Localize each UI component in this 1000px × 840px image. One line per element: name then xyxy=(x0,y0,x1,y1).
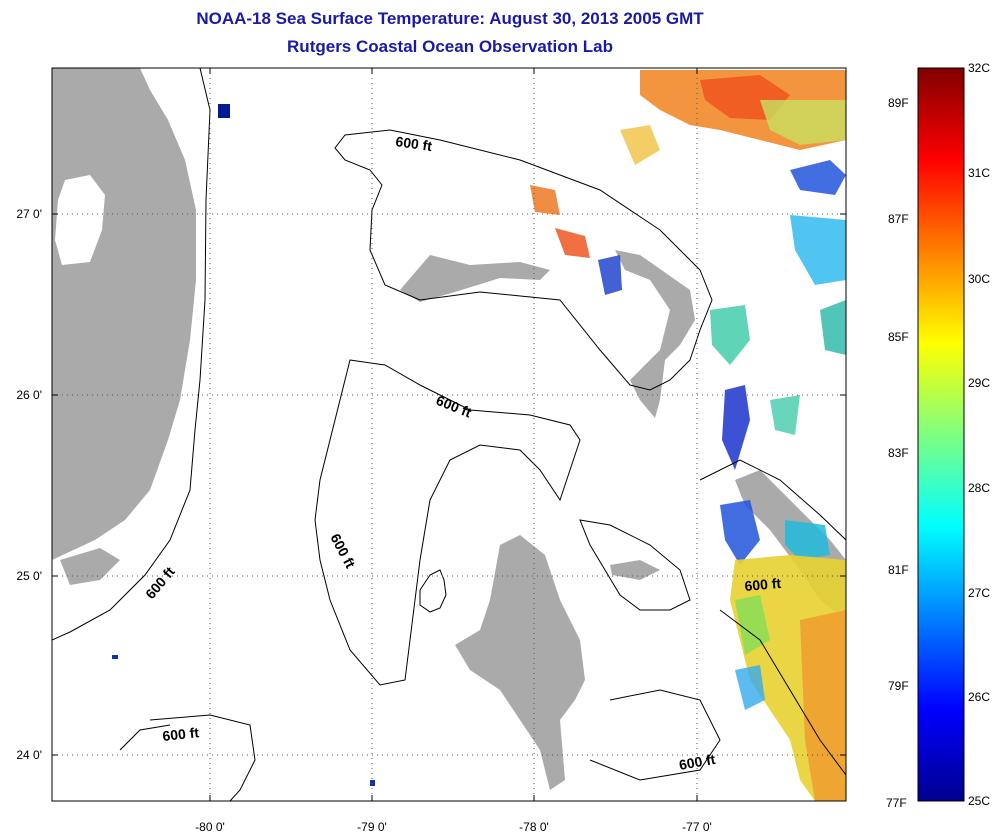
colorbar-c-label: 30C xyxy=(968,272,991,286)
colorbar-c-label: 26C xyxy=(968,690,991,704)
axis-ticks xyxy=(52,68,846,801)
map-frame xyxy=(51,67,847,802)
lake-okeechobee xyxy=(55,175,105,265)
colorbar xyxy=(917,67,965,802)
lat-label: 24 0' xyxy=(16,748,42,762)
colorbar-c-label: 32C xyxy=(968,61,991,75)
contour-label: 600 ft xyxy=(327,531,358,571)
colorbar-f-label: 79F xyxy=(888,679,909,693)
colorbar-c-label: 31C xyxy=(968,166,991,180)
lat-label: 25 0' xyxy=(16,569,42,583)
contour-label: 600 ft xyxy=(395,133,434,154)
contour-label: 600 ft xyxy=(678,751,717,773)
colorbar-f-label: 83F xyxy=(888,446,909,460)
lat-label: 27 0' xyxy=(16,207,42,221)
contour-label: 600 ft xyxy=(744,575,782,594)
lon-label: -77 0' xyxy=(682,820,712,834)
colorbar-f-label: 85F xyxy=(888,330,909,344)
map-subtitle: Rutgers Coastal Ocean Observation Lab xyxy=(287,37,613,56)
florida-land xyxy=(52,68,196,560)
colorbar-c-label: 27C xyxy=(968,586,991,600)
colorbar-f-label: 89F xyxy=(888,96,909,110)
grid-lines xyxy=(52,68,846,801)
contour-label: 600 ft xyxy=(162,724,200,744)
andros-land xyxy=(455,535,585,790)
isobath-600ft xyxy=(52,68,846,801)
lat-label: 26 0' xyxy=(16,388,42,402)
contour-label: 600 ft xyxy=(142,563,178,602)
map-title: NOAA-18 Sea Surface Temperature: August … xyxy=(196,9,704,28)
colorbar-c-label: 29C xyxy=(968,376,991,390)
lon-label: -78 0' xyxy=(519,820,549,834)
colorbar-f-label: 77F xyxy=(886,796,907,810)
abaco-land xyxy=(615,250,695,418)
grand-bahama-land xyxy=(400,255,550,302)
lon-label: -79 0' xyxy=(357,820,387,834)
lon-label: -80 0' xyxy=(195,820,225,834)
contour-label: 600 ft xyxy=(434,392,474,421)
colorbar-f-label: 87F xyxy=(888,212,909,226)
colorbar-f-label: 81F xyxy=(888,563,909,577)
colorbar-c-label: 28C xyxy=(968,481,991,495)
colorbar-c-label: 25C xyxy=(968,794,991,808)
